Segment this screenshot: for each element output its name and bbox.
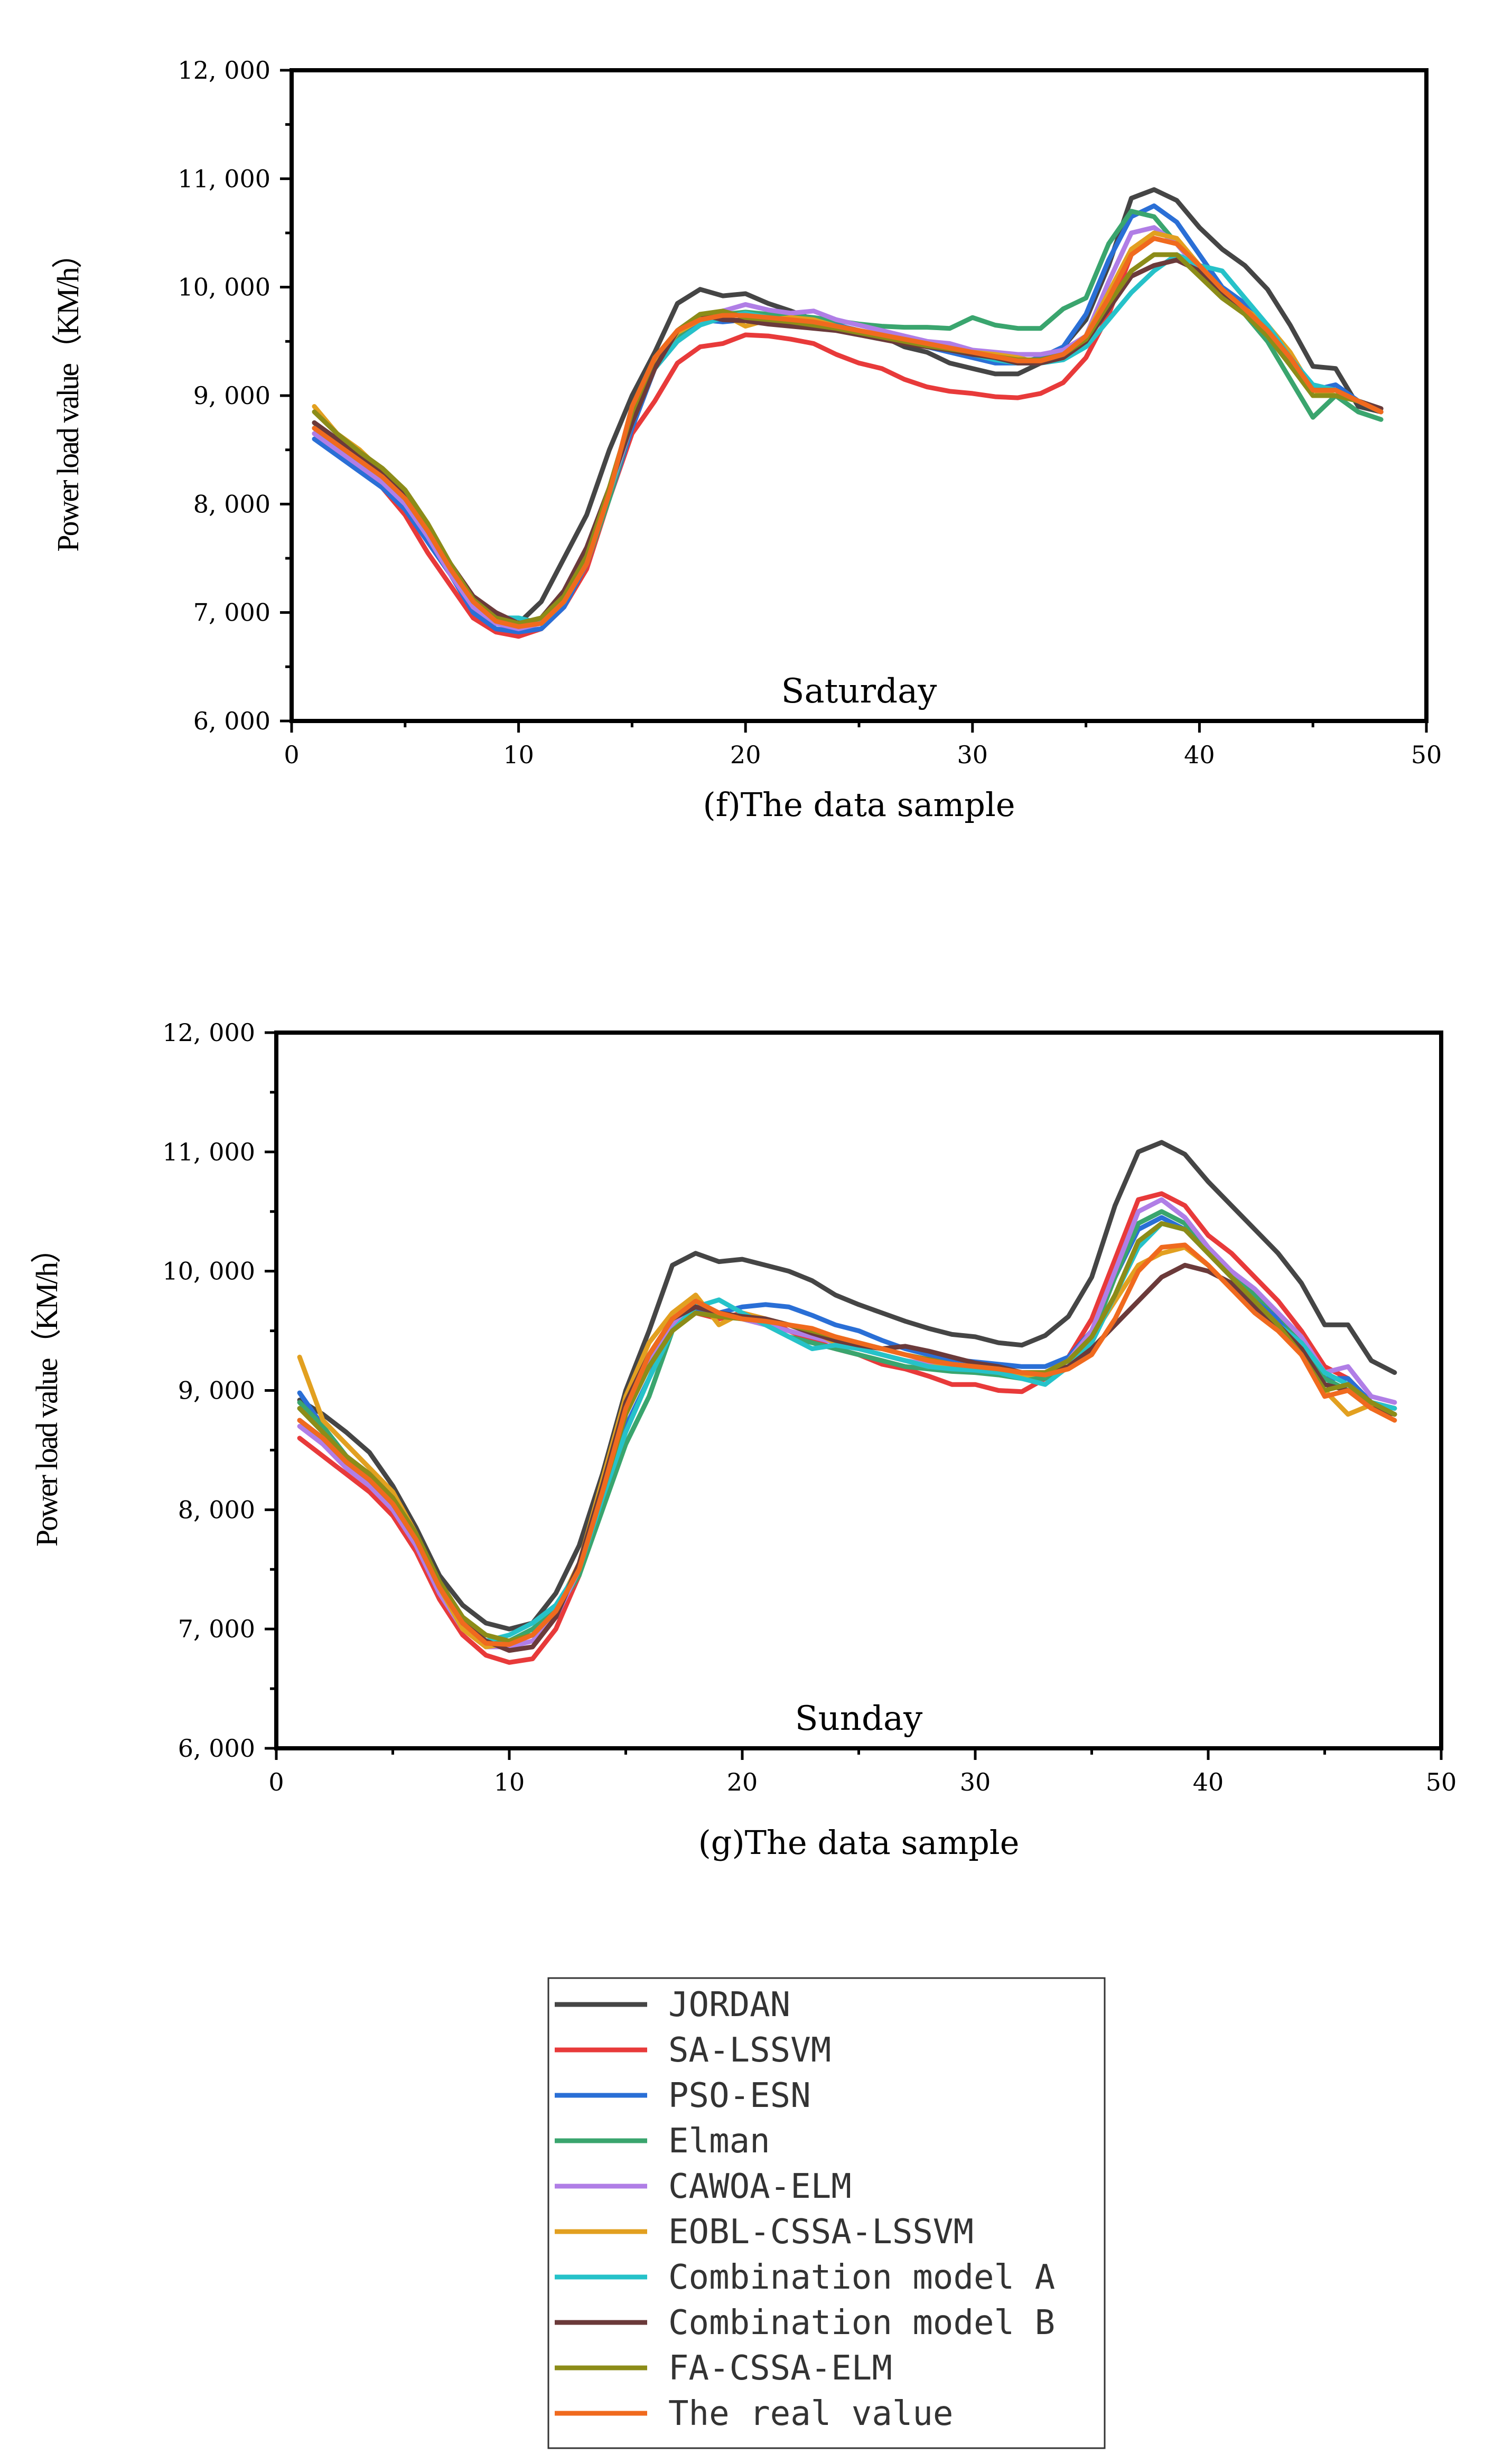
series-lines-saturday bbox=[312, 187, 1384, 639]
y-tick-label: 6, 000 bbox=[178, 1734, 255, 1763]
y-tick-label: 12, 000 bbox=[162, 1018, 255, 1047]
y-axis-title-saturday: Power load value（KM/h） bbox=[51, 239, 85, 551]
y-tick-label: 10, 000 bbox=[178, 273, 270, 302]
x-tick-label: 40 bbox=[1184, 741, 1215, 769]
x-axis-title-saturday: (f)The data sample bbox=[703, 785, 1015, 824]
chart-sunday: 0 10 20 30 40 50 6, 000 7, 000 8, 000 9, 000 10, 0… bbox=[30, 1018, 1457, 1862]
legend-label: FA-CSSA-ELM bbox=[668, 2349, 892, 2388]
x-tick-label: 50 bbox=[1411, 741, 1442, 769]
y-tick-label: 10, 000 bbox=[162, 1257, 255, 1286]
legend: JORDAN SA-LSSVM PSO-ESN Elman CAWOA-ELM EOBL-… bbox=[547, 1977, 1106, 2449]
series-lines-sunday bbox=[297, 1140, 1397, 1665]
series-line-fa-cssa-elm bbox=[312, 252, 1384, 626]
y-tick-label: 11, 000 bbox=[162, 1138, 255, 1166]
day-label-sunday: Sunday bbox=[795, 1699, 923, 1738]
legend-items: JORDAN SA-LSSVM PSO-ESN Elman CAWOA-ELM EOBL-… bbox=[555, 1985, 1055, 2433]
x-tick-label: 10 bbox=[503, 741, 534, 769]
chart-saturday: 0 10 20 30 40 50 6, 000 7, 000 8, 000 9, 000 10, 0… bbox=[51, 56, 1442, 824]
x-tick-label: 20 bbox=[730, 741, 761, 769]
series-line-sa-lssvm bbox=[297, 1191, 1397, 1665]
legend-label: CAWOA-ELM bbox=[668, 2167, 852, 2206]
x-tick-label: 30 bbox=[957, 741, 988, 769]
x-tick-label: 0 bbox=[284, 741, 299, 769]
day-label-saturday: Saturday bbox=[781, 672, 937, 711]
series-line-eobl-cssa-lssvm bbox=[297, 1245, 1397, 1650]
series-line-the-real-value bbox=[297, 1242, 1397, 1647]
ticks-saturday: 0 10 20 30 40 50 6, 000 7, 000 8, 000 9, 000 10, 0… bbox=[178, 56, 1442, 769]
legend-label: Combination model A bbox=[668, 2258, 1055, 2297]
x-tick-label: 10 bbox=[494, 1768, 525, 1796]
y-tick-label: 9, 000 bbox=[178, 1376, 255, 1405]
y-tick-label: 11, 000 bbox=[178, 164, 270, 193]
x-tick-label: 50 bbox=[1426, 1768, 1457, 1796]
legend-label: SA-LSSVM bbox=[668, 2031, 831, 2070]
x-tick-label: 0 bbox=[268, 1768, 284, 1796]
y-axis-title-sunday: Power load value（KM/h） bbox=[30, 1234, 64, 1547]
legend-label: PSO-ESN bbox=[668, 2076, 811, 2115]
legend-label: Combination model B bbox=[668, 2303, 1055, 2343]
y-tick-label: 9, 000 bbox=[193, 381, 270, 410]
ticks-sunday: 0 10 20 30 40 50 6, 000 7, 000 8, 000 9, 000 10, 0… bbox=[162, 1018, 1457, 1796]
plot-frame-sunday bbox=[274, 1030, 1443, 1750]
legend-label: EOBL-CSSA-LSSVM bbox=[668, 2213, 974, 2252]
y-tick-label: 7, 000 bbox=[178, 1615, 255, 1643]
x-tick-label: 30 bbox=[960, 1768, 991, 1796]
legend-label: The real value bbox=[668, 2394, 953, 2433]
legend-label: JORDAN bbox=[668, 1985, 790, 2025]
y-tick-label: 6, 000 bbox=[193, 707, 270, 735]
legend-label: Elman bbox=[668, 2122, 770, 2161]
series-line-combination-model-a bbox=[312, 252, 1384, 626]
series-line-jordan bbox=[297, 1140, 1397, 1632]
series-line-jordan bbox=[312, 187, 1384, 626]
x-tick-label: 40 bbox=[1193, 1768, 1224, 1796]
series-line-combination-model-b bbox=[312, 257, 1384, 626]
y-tick-label: 12, 000 bbox=[178, 56, 270, 85]
y-tick-label: 8, 000 bbox=[178, 1495, 255, 1524]
plot-frame-saturday bbox=[290, 68, 1429, 723]
y-tick-label: 8, 000 bbox=[193, 490, 270, 518]
series-line-cawoa-elm bbox=[297, 1197, 1397, 1650]
x-tick-label: 20 bbox=[727, 1768, 758, 1796]
series-line-combination-model-b bbox=[297, 1262, 1397, 1653]
series-line-the-real-value bbox=[312, 236, 1384, 629]
x-axis-title-sunday: (g)The data sample bbox=[698, 1823, 1020, 1862]
y-tick-label: 7, 000 bbox=[193, 598, 270, 627]
